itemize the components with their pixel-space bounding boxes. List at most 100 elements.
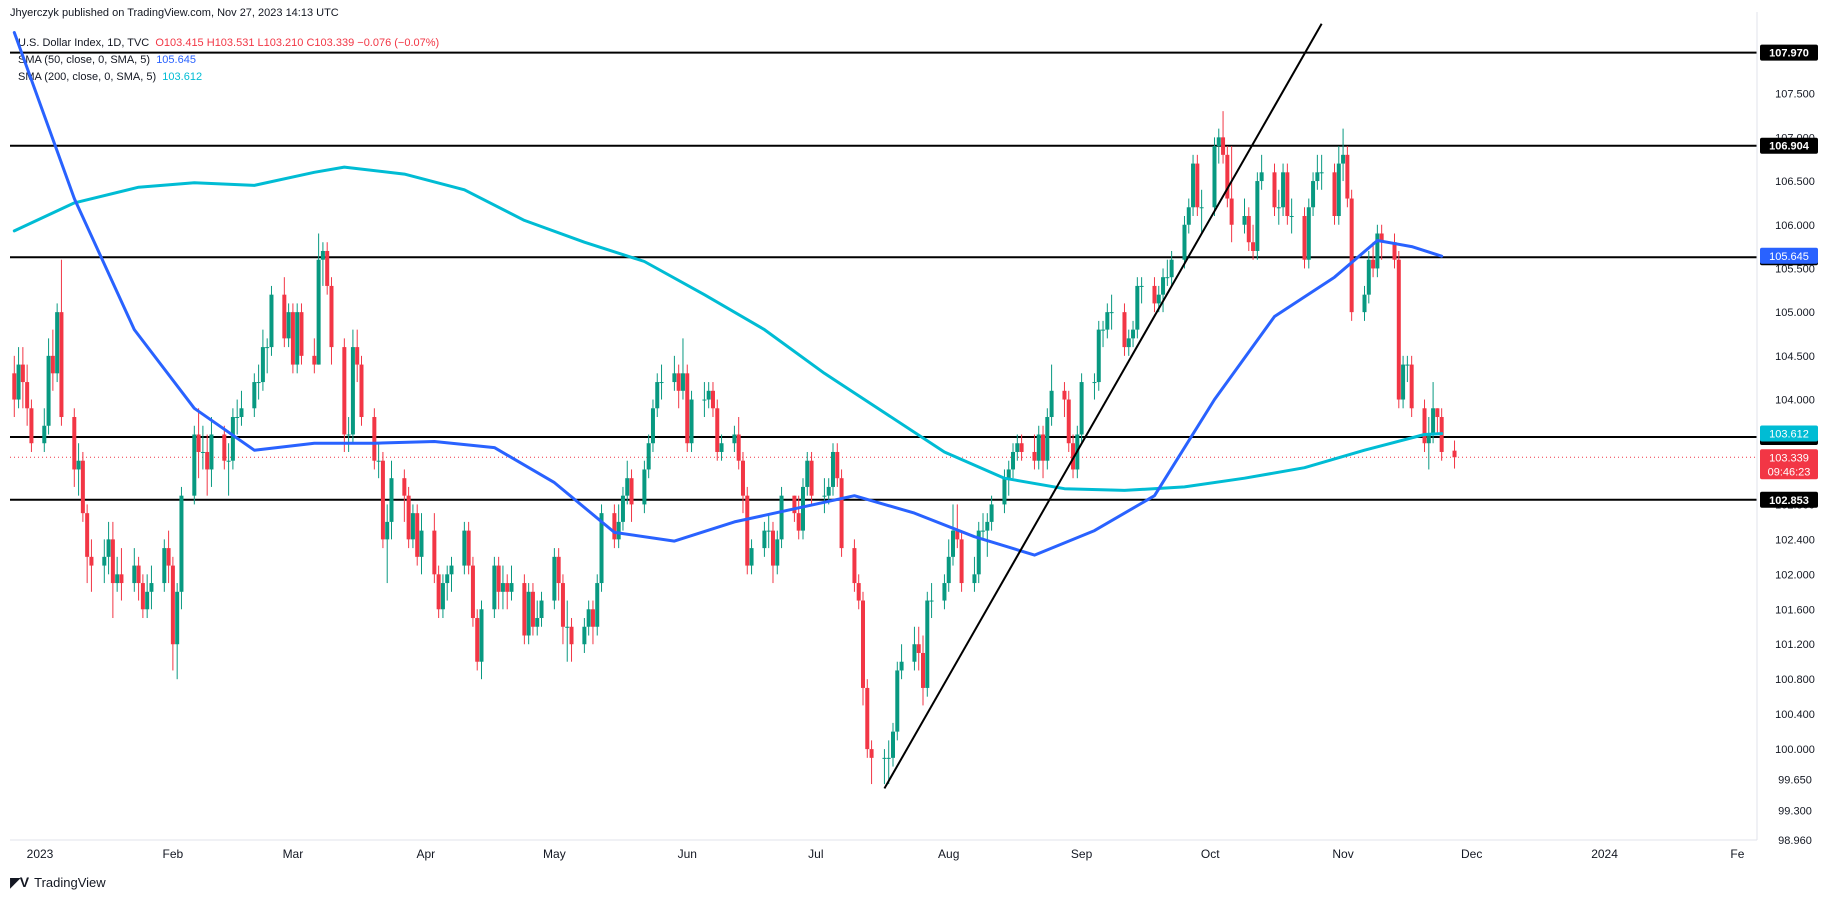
candle[interactable]	[770, 521, 775, 584]
candle[interactable]	[972, 556, 977, 592]
candle[interactable]	[16, 347, 21, 409]
candle[interactable]	[1126, 329, 1131, 356]
candle[interactable]	[976, 521, 981, 584]
candle[interactable]	[145, 574, 150, 619]
candle[interactable]	[170, 556, 175, 671]
candle[interactable]	[1049, 364, 1054, 426]
candle[interactable]	[800, 478, 805, 540]
candle[interactable]	[1045, 408, 1050, 470]
candle[interactable]	[415, 504, 420, 566]
candle[interactable]	[1019, 434, 1024, 461]
candle[interactable]	[942, 574, 947, 610]
candle[interactable]	[1195, 154, 1200, 217]
candle[interactable]	[1306, 198, 1311, 269]
candle[interactable]	[685, 364, 690, 452]
candle[interactable]	[1435, 408, 1440, 435]
candle[interactable]	[865, 679, 870, 758]
candle[interactable]	[1255, 172, 1260, 260]
candle[interactable]	[1229, 146, 1234, 243]
candle[interactable]	[1139, 277, 1144, 304]
candle[interactable]	[72, 408, 77, 487]
candle[interactable]	[1161, 268, 1166, 313]
candle[interactable]	[860, 591, 865, 706]
candle[interactable]	[1409, 355, 1414, 418]
candle[interactable]	[1259, 154, 1264, 190]
candle[interactable]	[552, 548, 557, 610]
candle[interactable]	[706, 382, 711, 409]
candle[interactable]	[1311, 172, 1316, 217]
candle[interactable]	[12, 355, 17, 418]
candle[interactable]	[222, 425, 227, 470]
candle[interactable]	[115, 556, 120, 592]
candle[interactable]	[586, 600, 591, 636]
candle[interactable]	[29, 399, 34, 452]
candle[interactable]	[916, 626, 921, 671]
candle[interactable]	[1191, 154, 1196, 217]
candle[interactable]	[805, 451, 810, 496]
candle[interactable]	[569, 618, 574, 662]
candle[interactable]	[179, 486, 184, 610]
candle[interactable]	[951, 504, 956, 566]
candle[interactable]	[1221, 111, 1226, 164]
candle[interactable]	[192, 425, 197, 505]
candle[interactable]	[796, 495, 801, 540]
candle[interactable]	[1169, 250, 1174, 286]
candle[interactable]	[196, 408, 201, 479]
candle[interactable]	[1302, 207, 1307, 269]
candle[interactable]	[1349, 189, 1354, 321]
candle[interactable]	[1079, 373, 1084, 444]
candle[interactable]	[42, 408, 47, 452]
candle[interactable]	[389, 460, 394, 540]
candle[interactable]	[595, 574, 600, 636]
candle[interactable]	[299, 303, 304, 365]
candle[interactable]	[1071, 434, 1076, 479]
candle[interactable]	[252, 373, 257, 418]
candle[interactable]	[715, 399, 720, 461]
candle[interactable]	[959, 530, 964, 592]
candle[interactable]	[162, 539, 167, 592]
candle[interactable]	[659, 364, 664, 400]
candle[interactable]	[650, 399, 655, 452]
candle[interactable]	[209, 417, 214, 487]
candle[interactable]	[295, 303, 300, 374]
candle[interactable]	[852, 539, 857, 592]
candle[interactable]	[1332, 163, 1337, 225]
candle[interactable]	[286, 303, 291, 348]
candle[interactable]	[1366, 250, 1371, 304]
candle[interactable]	[342, 338, 347, 452]
candle[interactable]	[89, 539, 94, 592]
candle[interactable]	[505, 574, 510, 610]
candle[interactable]	[380, 451, 385, 549]
candle[interactable]	[556, 548, 561, 601]
candle[interactable]	[599, 504, 604, 592]
candle[interactable]	[612, 504, 617, 549]
candle[interactable]	[921, 635, 926, 706]
candle[interactable]	[539, 591, 544, 627]
candle[interactable]	[1199, 189, 1204, 234]
candle[interactable]	[929, 583, 934, 619]
candle[interactable]	[1422, 399, 1427, 452]
trendline[interactable]	[883, 23, 1323, 789]
candle[interactable]	[432, 513, 437, 584]
candle[interactable]	[985, 513, 990, 557]
candle[interactable]	[20, 347, 25, 409]
candle[interactable]	[766, 513, 771, 549]
candle[interactable]	[1036, 425, 1041, 470]
candle[interactable]	[1392, 233, 1397, 269]
candle[interactable]	[1276, 189, 1281, 225]
candle[interactable]	[526, 583, 531, 645]
candle[interactable]	[680, 338, 685, 400]
sma200-line[interactable]	[12, 165, 1444, 492]
candle[interactable]	[1371, 242, 1376, 278]
candle[interactable]	[372, 408, 377, 470]
candle[interactable]	[50, 329, 55, 391]
candle[interactable]	[1066, 390, 1071, 452]
candle[interactable]	[1186, 198, 1191, 234]
candle[interactable]	[385, 504, 390, 584]
candle[interactable]	[856, 574, 861, 610]
candle[interactable]	[1101, 320, 1106, 348]
candle[interactable]	[260, 329, 265, 391]
candle[interactable]	[329, 277, 334, 365]
